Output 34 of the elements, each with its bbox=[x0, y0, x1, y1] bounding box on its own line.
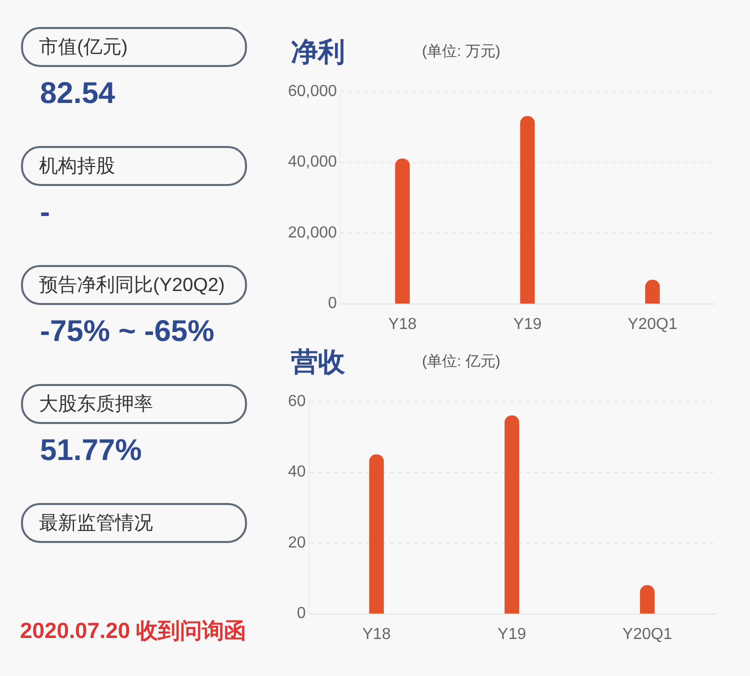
y-tick-label: 60,000 bbox=[288, 83, 338, 100]
y-tick-label: 40,000 bbox=[288, 154, 338, 171]
text: 大股东质押率 bbox=[39, 393, 153, 417]
text: 预告净利同比(Y20Q2) bbox=[39, 274, 225, 298]
text: 2020.07.20 收到问询函 bbox=[20, 617, 246, 645]
y-tick-label: 0 bbox=[328, 295, 338, 312]
bar bbox=[369, 454, 384, 614]
x-tick-label: Y18 bbox=[362, 626, 391, 643]
text: 51.77% bbox=[40, 434, 142, 468]
bar bbox=[395, 158, 410, 304]
bar bbox=[520, 116, 535, 304]
text: 机构持股 bbox=[39, 155, 115, 179]
bar bbox=[504, 415, 520, 614]
y-tick-label: 40 bbox=[288, 464, 306, 481]
text: 最新监管情况 bbox=[39, 512, 153, 536]
y-tick-label: 60 bbox=[288, 393, 306, 410]
chart-title: 营收 bbox=[291, 346, 345, 379]
x-tick-label: Y20Q1 bbox=[628, 316, 678, 333]
bar bbox=[640, 585, 655, 614]
y-tick-label: 20 bbox=[288, 534, 306, 552]
text: 82.54 bbox=[40, 77, 116, 111]
x-tick-label: Y20Q1 bbox=[622, 626, 672, 643]
y-tick-label: 20,000 bbox=[288, 224, 338, 242]
y-tick-label: 0 bbox=[296, 605, 306, 622]
chart-title: 净利 bbox=[291, 36, 345, 69]
x-tick-label: Y19 bbox=[498, 626, 526, 643]
chart-subtitle: (单位: 万元) bbox=[422, 42, 500, 61]
x-tick-label: Y19 bbox=[513, 316, 542, 333]
text: - bbox=[40, 196, 50, 230]
text: -75% ~ -65% bbox=[40, 315, 214, 349]
text: 市值(亿元) bbox=[39, 36, 128, 60]
chart-subtitle: (单位: 亿元) bbox=[422, 352, 500, 371]
x-tick-label: Y18 bbox=[388, 316, 417, 333]
bar bbox=[645, 280, 660, 304]
